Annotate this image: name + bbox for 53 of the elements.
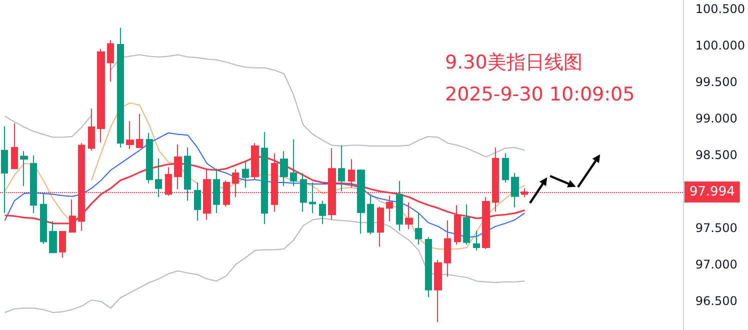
y-tick-label: 97.000 (695, 257, 738, 272)
candlestick (59, 230, 66, 258)
candlestick (30, 155, 37, 214)
candlestick (1, 126, 8, 214)
y-tick-label: 98.500 (695, 148, 738, 162)
candlestick (444, 220, 451, 278)
candlestick (348, 158, 355, 188)
candlestick (242, 160, 249, 188)
candlestick (40, 192, 47, 244)
y-tick-label: 100.500 (695, 2, 745, 16)
candlestick (511, 172, 519, 208)
candlestick (194, 182, 201, 221)
y-tick-label: 97.500 (695, 220, 738, 235)
candlestick (367, 195, 374, 235)
candlestick (463, 204, 470, 246)
candlestick (357, 168, 365, 234)
candlestick (184, 146, 191, 202)
candlestick (136, 113, 143, 148)
line-series (4, 218, 526, 313)
candlestick (290, 138, 297, 187)
text: 9.30美指日线图 (445, 52, 582, 74)
candlestick (280, 150, 288, 187)
y-tick-label: 100.000 (695, 38, 745, 52)
candlestick (386, 195, 393, 222)
candlestick (396, 180, 403, 232)
candlestick (309, 182, 316, 214)
candlestick (377, 206, 384, 248)
y-tick-label: 99.000 (695, 111, 738, 126)
candlestick (338, 144, 345, 192)
candlestick (415, 212, 422, 246)
ref-line-label: 97.994 (689, 184, 735, 200)
candlestick (425, 236, 432, 298)
text: 2025-9-30 10:09:05 (445, 84, 635, 106)
candlestick (117, 27, 124, 148)
candlestick (261, 132, 268, 225)
candlestick (20, 150, 28, 187)
candlestick (126, 120, 134, 150)
candlestick (107, 40, 114, 82)
y-tick-label: 99.500 (695, 74, 738, 89)
candlestick (155, 158, 162, 198)
candlestick (502, 152, 509, 184)
candlestick (146, 132, 153, 184)
candlestick (213, 168, 220, 214)
candlestick (405, 202, 413, 230)
candlestick (473, 230, 480, 251)
candlestick (49, 220, 57, 254)
candlestick (97, 48, 105, 143)
candlestick (319, 200, 326, 225)
y-tick-label: 96.500 (695, 294, 738, 308)
candlestick (11, 122, 18, 170)
candlestick (300, 172, 307, 212)
candlestick (434, 259, 442, 322)
candlestick (88, 108, 95, 151)
